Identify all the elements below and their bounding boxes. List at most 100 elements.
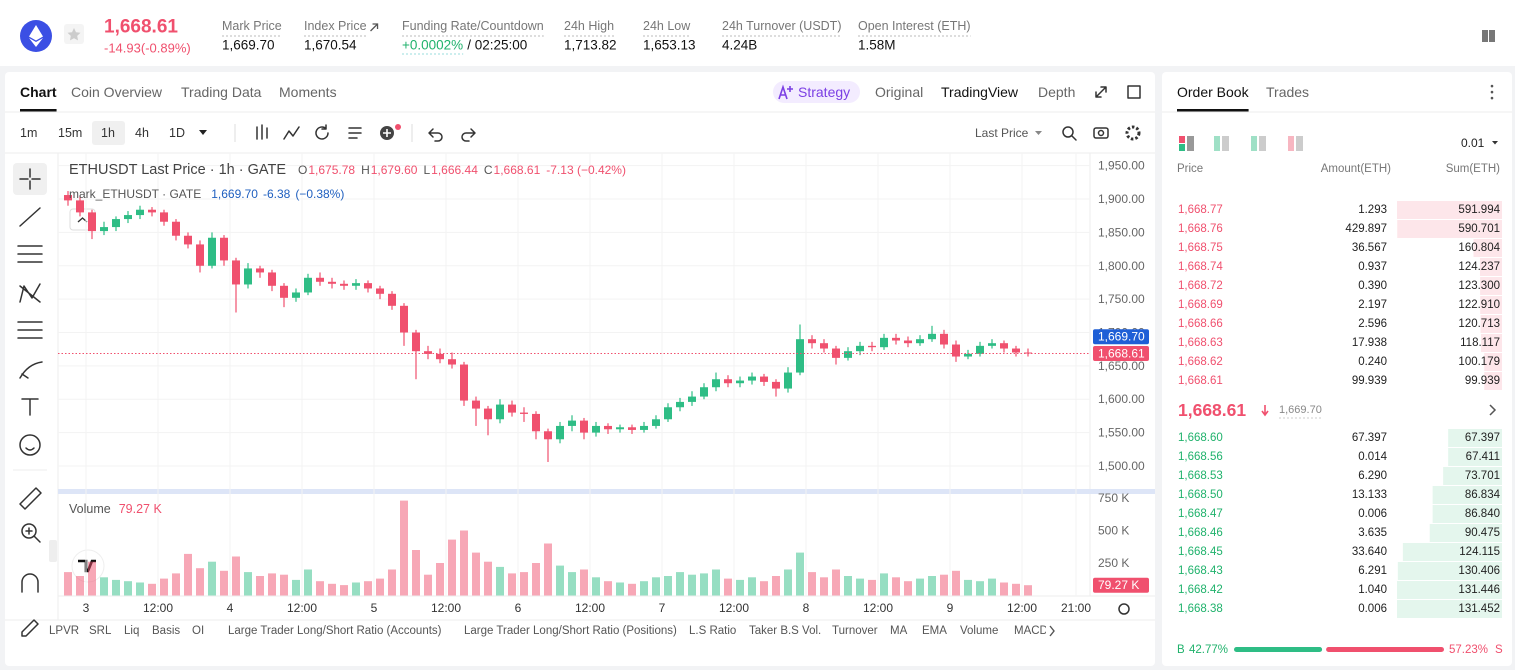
dropdown-caret[interactable] bbox=[199, 130, 207, 135]
order-price[interactable]: 1,668.63 bbox=[1178, 337, 1223, 349]
price-type-select[interactable]: Last Price bbox=[975, 126, 1029, 140]
stat-label[interactable]: Funding Rate/Countdown bbox=[402, 19, 544, 33]
view-tab[interactable]: Original bbox=[875, 84, 923, 100]
interval-button[interactable]: 1h bbox=[101, 126, 115, 140]
view-tab[interactable]: Depth bbox=[1038, 84, 1075, 100]
expand-button[interactable] bbox=[1489, 404, 1497, 416]
screenshot-button[interactable] bbox=[1093, 127, 1109, 139]
order-price[interactable]: 1,668.46 bbox=[1178, 527, 1223, 539]
order-price[interactable]: 1,668.77 bbox=[1178, 204, 1223, 216]
layout-button[interactable] bbox=[1482, 30, 1495, 42]
indicator-button[interactable]: Large Trader Long/Short Ratio (Positions… bbox=[464, 625, 677, 637]
ruler-tool[interactable] bbox=[19, 487, 42, 510]
order-price[interactable]: 1,668.43 bbox=[1178, 565, 1223, 577]
order-book-tab[interactable]: Trades bbox=[1266, 84, 1309, 100]
window-button[interactable] bbox=[1127, 85, 1141, 99]
indicator-button[interactable]: OI bbox=[192, 625, 204, 637]
indicator-button[interactable]: MACD bbox=[1014, 625, 1048, 637]
interval-button[interactable]: 1m bbox=[20, 126, 37, 140]
pattern-tool[interactable] bbox=[19, 283, 41, 303]
indicator-button[interactable]: Large Trader Long/Short Ratio (Accounts) bbox=[228, 625, 442, 637]
axis-settings-button[interactable] bbox=[1118, 603, 1130, 615]
settings-button[interactable] bbox=[1125, 125, 1141, 141]
order-price[interactable]: 1,668.75 bbox=[1178, 242, 1223, 254]
view-tab[interactable]: Strategy bbox=[798, 84, 850, 100]
magnet-tool[interactable] bbox=[21, 573, 39, 593]
indicator-button[interactable]: Liq bbox=[124, 625, 139, 637]
volume-bar bbox=[688, 574, 696, 596]
collapse-toolbar[interactable] bbox=[49, 540, 57, 562]
chart-tab[interactable]: Chart bbox=[20, 84, 57, 100]
interval-button[interactable]: 4h bbox=[135, 126, 149, 140]
indicator-button[interactable]: Turnover bbox=[832, 625, 878, 637]
order-price[interactable]: 1,668.38 bbox=[1178, 603, 1223, 615]
interval-button[interactable]: 1D bbox=[169, 126, 185, 140]
order-price[interactable]: 1,668.66 bbox=[1178, 318, 1223, 330]
emoji-tool[interactable] bbox=[19, 434, 41, 456]
order-price[interactable]: 1,668.76 bbox=[1178, 223, 1223, 235]
order-price[interactable]: 1,668.53 bbox=[1178, 470, 1223, 482]
stat-label[interactable]: Mark Price bbox=[222, 19, 282, 33]
strategy-pill[interactable] bbox=[773, 81, 860, 103]
indicator-button[interactable]: EMA bbox=[922, 625, 947, 637]
dropdown-caret[interactable] bbox=[1492, 141, 1498, 145]
chart-tab[interactable]: Moments bbox=[279, 84, 337, 100]
indicator-button[interactable]: Volume bbox=[960, 625, 998, 637]
scroll-right[interactable] bbox=[1049, 625, 1055, 637]
order-price[interactable]: 1,668.50 bbox=[1178, 489, 1223, 501]
crosshair-tool[interactable] bbox=[19, 168, 41, 190]
tick-size-select[interactable]: 0.01 bbox=[1461, 136, 1485, 150]
pane-separator[interactable] bbox=[58, 489, 1155, 494]
order-price[interactable]: 1,668.60 bbox=[1178, 432, 1223, 444]
candle-body bbox=[820, 343, 828, 349]
column-header: Amount(ETH) bbox=[1321, 163, 1391, 175]
indicator-button[interactable]: Basis bbox=[152, 625, 180, 637]
zoom-tool[interactable] bbox=[21, 523, 37, 539]
order-price[interactable]: 1,668.72 bbox=[1178, 280, 1223, 292]
chart-tab[interactable]: Trading Data bbox=[181, 84, 262, 100]
fib-tool[interactable] bbox=[17, 245, 43, 263]
ratio-value: 57.23% bbox=[1449, 644, 1488, 656]
view-tab[interactable]: TradingView bbox=[941, 84, 1019, 100]
undo-button[interactable] bbox=[428, 128, 443, 142]
stat-label[interactable]: 24h High bbox=[564, 19, 614, 33]
order-price[interactable]: 1,668.56 bbox=[1178, 451, 1223, 463]
interval-button[interactable]: 15m bbox=[58, 126, 82, 140]
order-price[interactable]: 1,668.61 bbox=[1178, 375, 1223, 387]
dropdown-caret[interactable] bbox=[1035, 131, 1042, 135]
stat-label[interactable]: 24h Low bbox=[643, 19, 691, 33]
layout-switchers[interactable] bbox=[1179, 136, 1303, 151]
external-icon[interactable] bbox=[370, 23, 379, 32]
templates-button[interactable] bbox=[348, 127, 362, 139]
order-price[interactable]: 1,668.42 bbox=[1178, 584, 1223, 596]
edit-tool[interactable] bbox=[21, 619, 39, 637]
order-price[interactable]: 1,668.74 bbox=[1178, 261, 1223, 273]
indicator-button[interactable]: LPVR bbox=[49, 625, 79, 637]
projection-tool[interactable] bbox=[17, 321, 43, 339]
order-amount: 36.567 bbox=[1352, 242, 1387, 254]
stat-label[interactable]: 24h Turnover (USDT) bbox=[722, 19, 841, 33]
order-price[interactable]: 1,668.62 bbox=[1178, 356, 1223, 368]
stat-label[interactable]: Open Interest (ETH) bbox=[858, 19, 971, 33]
redo-button[interactable] bbox=[461, 128, 476, 142]
indicator-button[interactable]: Taker B.S Vol. bbox=[749, 625, 821, 637]
indicator-button[interactable]: MA bbox=[890, 625, 908, 637]
candle-type-button[interactable] bbox=[256, 124, 268, 140]
order-price[interactable]: 1,668.45 bbox=[1178, 546, 1223, 558]
fullscreen-button[interactable] bbox=[1095, 86, 1107, 98]
replay-button[interactable] bbox=[315, 124, 329, 140]
volume-bar bbox=[868, 579, 876, 596]
indicator-button[interactable]: L.S Ratio bbox=[689, 625, 736, 637]
trendline-tool[interactable] bbox=[19, 207, 41, 227]
indicator-button[interactable]: SRL bbox=[89, 625, 112, 637]
search-button[interactable] bbox=[1062, 126, 1074, 138]
order-price[interactable]: 1,668.69 bbox=[1178, 299, 1223, 311]
chart-tab[interactable]: Coin Overview bbox=[71, 84, 163, 100]
brush-tool[interactable] bbox=[19, 361, 43, 379]
indicators-button[interactable] bbox=[283, 126, 300, 140]
volume-bar bbox=[88, 561, 96, 596]
order-book-tab[interactable]: Order Book bbox=[1177, 84, 1250, 100]
text-tool[interactable] bbox=[21, 398, 39, 416]
stat-label[interactable]: Index Price bbox=[304, 19, 367, 33]
order-price[interactable]: 1,668.47 bbox=[1178, 508, 1223, 520]
